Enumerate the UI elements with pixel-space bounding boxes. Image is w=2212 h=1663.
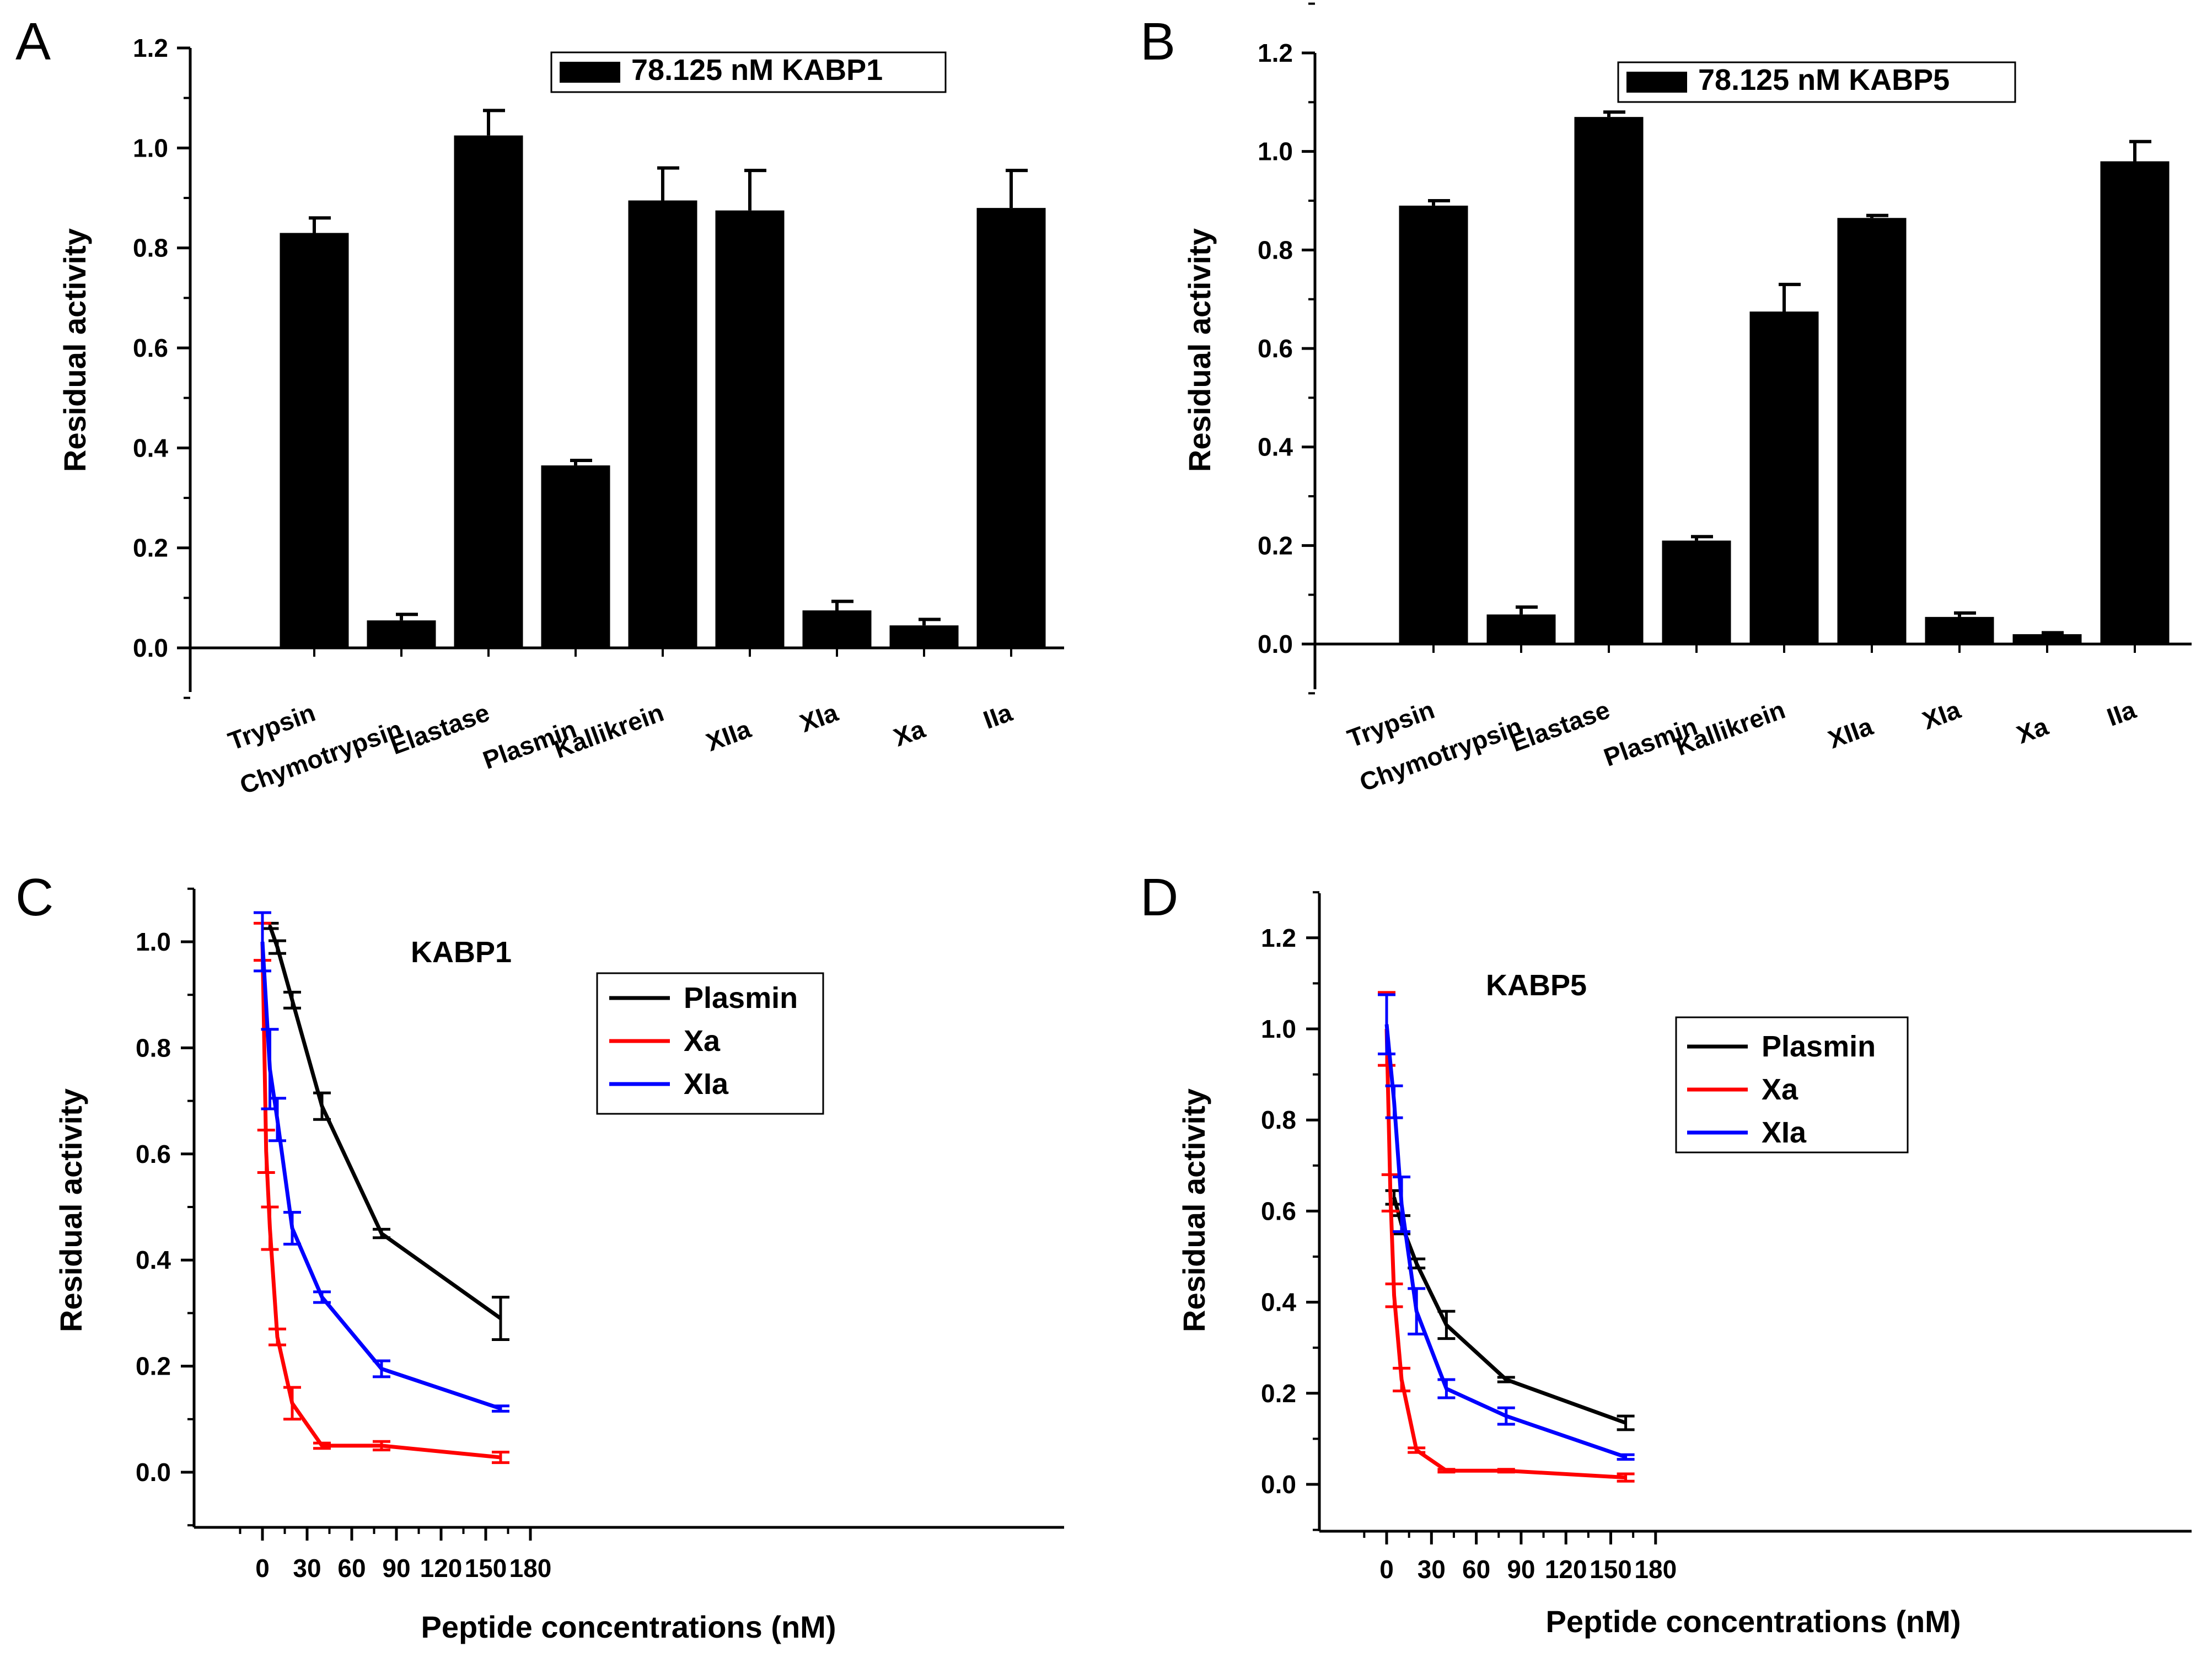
legend-label-xa: Xa	[684, 1024, 721, 1058]
y-tick-label: 0.0	[133, 634, 168, 662]
bar-kallikrein	[1749, 312, 1819, 644]
y-tick-label: 0.0	[136, 1458, 171, 1487]
y-tick-label: 0.8	[133, 234, 168, 262]
x-tick-label: 60	[1462, 1555, 1490, 1584]
x-tick-label: 150	[1590, 1555, 1632, 1584]
bar-xiia	[1837, 218, 1907, 644]
x-tick-label: 150	[465, 1554, 507, 1582]
x-tick-label: 90	[382, 1554, 410, 1582]
y-tick-label: 0.8	[136, 1033, 171, 1062]
y-tick-label: 0.2	[1258, 531, 1293, 560]
y-tick-label: 0.2	[136, 1352, 171, 1381]
bar-iia	[2100, 161, 2170, 644]
legend-label-xia: XIa	[684, 1067, 729, 1101]
x-tick-label: 0	[255, 1554, 270, 1582]
x-tick-label: 30	[1418, 1555, 1446, 1584]
y-tick-label: 1.2	[1261, 924, 1296, 952]
y-axis-title: Residual activity	[57, 228, 92, 472]
legend-swatch	[560, 62, 620, 83]
y-tick-label: 0.0	[1258, 630, 1293, 658]
legend-label-plasmin: Plasmin	[684, 981, 798, 1015]
legend-label-xia: XIa	[1762, 1116, 1807, 1149]
y-tick-label: 0.8	[1258, 235, 1293, 264]
y-tick-label: 0.6	[136, 1140, 171, 1168]
chart-annotation: KABP1	[411, 936, 512, 969]
bar-trypsin	[1399, 205, 1468, 644]
x-axis-title: Peptide concentrations (nM)	[421, 1610, 836, 1644]
legend-box	[1675, 1016, 1909, 1154]
y-tick-label: 0.4	[136, 1246, 171, 1274]
y-axis-title: Residual activity	[53, 1088, 88, 1332]
x-tick-label: 120	[1545, 1555, 1587, 1584]
chart-panel-d: D 0.0 0.2 0.4 0.6 0.8 1.0 1.2 0 30 60 90 120 150 180 Re…	[1140, 868, 2192, 1639]
y-tick-label: 1.0	[136, 927, 171, 956]
bar-xiia	[715, 210, 785, 648]
y-tick-label: 0.2	[1261, 1379, 1296, 1408]
bar-xa	[889, 625, 959, 648]
y-tick-label: 1.0	[133, 133, 168, 162]
y-tick-label: 1.2	[133, 34, 168, 62]
bar-elastase	[1574, 117, 1644, 645]
bar-trypsin	[280, 233, 349, 648]
legend-label-xa: Xa	[1762, 1073, 1798, 1106]
chart-annotation: KABP5	[1486, 969, 1587, 1002]
bar-plasmin	[1662, 540, 1731, 644]
y-tick-label: 0.4	[133, 433, 168, 462]
y-tick-label: 0.2	[133, 534, 168, 562]
x-tick-label: 180	[1634, 1555, 1677, 1584]
panel-letter: B	[1140, 12, 1175, 71]
y-axis-title: Residual activity	[1177, 1088, 1211, 1332]
legend-swatch	[1626, 72, 1687, 93]
y-tick-label: 0.4	[1258, 433, 1293, 462]
y-tick-label: 0.8	[1261, 1106, 1296, 1134]
x-tick-label: 0	[1379, 1555, 1394, 1584]
y-tick-label: 0.4	[1261, 1288, 1296, 1317]
bar-elastase	[454, 135, 523, 648]
bar-chymotrypsin	[367, 620, 436, 648]
y-tick-label: 1.2	[1258, 39, 1293, 67]
bar-xia	[802, 610, 872, 648]
panel-letter: D	[1140, 868, 1178, 927]
panel-letter: A	[15, 12, 51, 71]
x-tick-label: 180	[509, 1554, 552, 1582]
x-tick-label: 120	[420, 1554, 463, 1582]
bar-iia	[976, 208, 1046, 648]
bar-plasmin	[541, 465, 610, 648]
y-tick-label: 0.6	[133, 334, 168, 362]
legend-label: 78.125 nM KABP1	[631, 53, 883, 87]
legend-label: 78.125 nM KABP5	[1698, 63, 1950, 96]
panel-letter: C	[15, 868, 53, 927]
x-tick-label: 30	[293, 1554, 321, 1582]
x-tick-label: 90	[1507, 1555, 1535, 1584]
bar-xa	[2012, 634, 2082, 644]
y-axis-title: Residual activity	[1182, 228, 1217, 472]
x-axis-title: Peptide concentrations (nM)	[1546, 1604, 1961, 1639]
y-tick-label: 0.0	[1261, 1470, 1296, 1499]
chart-panel-c: C 0.0 0.2 0.4 0.6 0.8 1.0 0 30 60 90 120 150 180 Resid…	[15, 868, 1064, 1644]
y-tick-label: 0.6	[1261, 1197, 1296, 1225]
y-tick-label: 1.0	[1258, 137, 1293, 166]
x-tick-label: 60	[337, 1554, 366, 1582]
y-tick-label: 1.0	[1261, 1015, 1296, 1043]
bar-xia	[1925, 616, 1994, 644]
legend-label-plasmin: Plasmin	[1762, 1030, 1876, 1063]
y-tick-label: 0.6	[1258, 334, 1293, 363]
bar-kallikrein	[628, 200, 697, 648]
bar-chymotrypsin	[1486, 614, 1556, 644]
